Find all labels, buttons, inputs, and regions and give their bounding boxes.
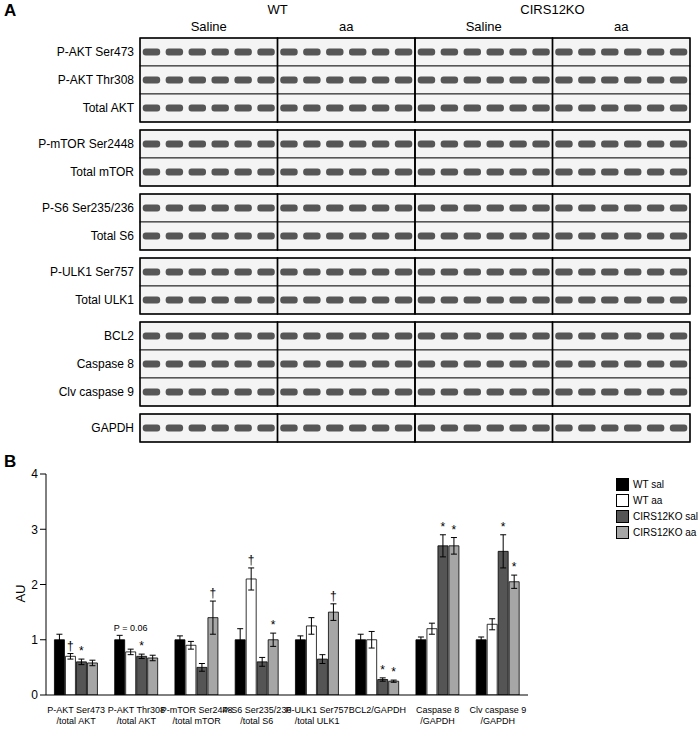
svg-text:†: †: [210, 586, 217, 600]
svg-text:Total AKT: Total AKT: [83, 101, 135, 115]
svg-text:CIRS12KO: CIRS12KO: [520, 2, 584, 17]
svg-text:BCL2: BCL2: [104, 329, 134, 343]
html-text:CIRS12KO aa: CIRS12KO aa: [633, 527, 697, 538]
svg-text:P-ULK1 Ser757/total ULK1: P-ULK1 Ser757/total ULK1: [286, 705, 349, 726]
svg-text:1: 1: [31, 633, 38, 647]
svg-text:P-AKT Thr308/total AKT: P-AKT Thr308/total AKT: [108, 705, 165, 726]
svg-text:0: 0: [31, 688, 38, 702]
svg-text:P-mTOR Ser2448: P-mTOR Ser2448: [38, 137, 134, 151]
svg-text:GAPDH: GAPDH: [91, 421, 134, 435]
svg-text:P = 0.06: P = 0.06: [114, 623, 148, 633]
svg-text:*: *: [391, 665, 396, 679]
svg-text:*: *: [501, 520, 506, 534]
svg-text:P-AKT Ser473: P-AKT Ser473: [57, 45, 134, 59]
svg-text:Saline: Saline: [191, 19, 227, 34]
svg-text:†: †: [67, 639, 74, 653]
svg-text:Total ULK1: Total ULK1: [75, 293, 134, 307]
svg-text:*: *: [441, 520, 446, 534]
html-text:CIRS12KO sal: CIRS12KO sal: [633, 511, 698, 522]
svg-text:2: 2: [31, 578, 38, 592]
svg-text:*: *: [452, 523, 457, 537]
html-text:B: B: [4, 452, 17, 471]
svg-text:Caspase 8: Caspase 8: [77, 357, 135, 371]
svg-text:†: †: [330, 589, 337, 603]
html-text:WT sal: WT sal: [633, 479, 664, 490]
svg-text:P-ULK1 Ser757: P-ULK1 Ser757: [50, 265, 134, 279]
svg-text:*: *: [380, 663, 385, 677]
svg-text:Clv caspase 9/GAPDH: Clv caspase 9/GAPDH: [470, 705, 527, 726]
svg-text:aa: aa: [614, 19, 629, 34]
svg-text:Clv caspase 9: Clv caspase 9: [59, 385, 135, 399]
svg-text:*: *: [139, 639, 144, 653]
svg-text:*: *: [271, 618, 276, 632]
svg-text:Caspase 8/GAPDH: Caspase 8/GAPDH: [416, 705, 459, 726]
svg-text:P-S6 Ser235/236: P-S6 Ser235/236: [42, 201, 134, 215]
html-text:P-mTOR Ser2448: P-mTOR Ser2448: [160, 705, 233, 715]
svg-text:AU: AU: [13, 585, 28, 603]
svg-text:Saline: Saline: [466, 19, 502, 34]
svg-text:WT: WT: [267, 2, 287, 17]
svg-text:P-S6 Ser235/236/total S6: P-S6 Ser235/236/total S6: [222, 705, 291, 726]
svg-text:*: *: [512, 560, 517, 574]
svg-text:*: *: [79, 644, 84, 658]
svg-text:†: †: [248, 553, 255, 567]
svg-text:P-AKT Thr308: P-AKT Thr308: [58, 73, 135, 87]
svg-text:A: A: [8, 1, 16, 20]
svg-text:P-AKT Ser473/total AKT: P-AKT Ser473/total AKT: [47, 705, 105, 726]
svg-text:Total S6: Total S6: [91, 229, 135, 243]
html-text:WT aa: WT aa: [633, 495, 663, 506]
html-text:/total mTOR: /total mTOR: [172, 716, 221, 726]
svg-text:BCL2/GAPDH: BCL2/GAPDH: [349, 705, 406, 715]
svg-text:3: 3: [31, 523, 38, 537]
svg-text:aa: aa: [339, 19, 354, 34]
svg-text:Total mTOR: Total mTOR: [70, 165, 134, 179]
svg-text:4: 4: [31, 467, 38, 481]
